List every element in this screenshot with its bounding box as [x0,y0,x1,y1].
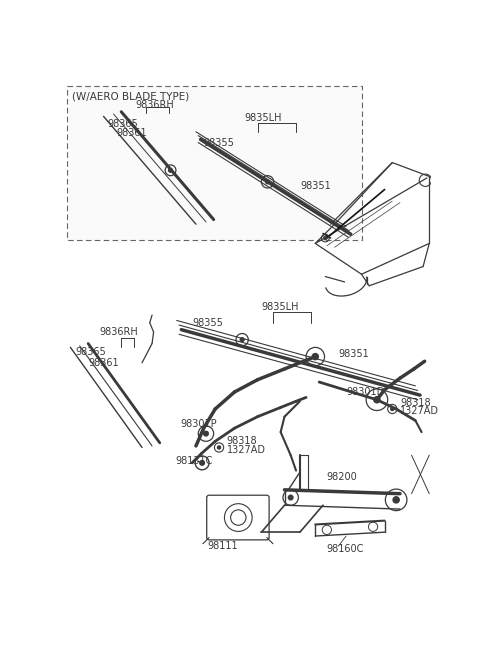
Text: 98355: 98355 [204,138,235,149]
Circle shape [200,461,204,465]
Text: 98301P: 98301P [180,419,217,430]
Text: 98200: 98200 [327,472,358,482]
FancyBboxPatch shape [207,495,269,540]
Text: 98361: 98361 [117,129,147,138]
Bar [67,86,361,239]
Circle shape [240,337,244,341]
Text: 98301D: 98301D [346,387,384,397]
Circle shape [312,354,318,360]
Text: 98318: 98318 [227,436,257,447]
Circle shape [217,446,221,449]
Text: 9835LH: 9835LH [244,113,282,123]
Text: 9835LH: 9835LH [262,302,299,312]
Circle shape [393,496,399,503]
Text: 98111: 98111 [207,541,238,551]
Text: 98131C: 98131C [175,456,213,467]
Text: 98160C: 98160C [327,544,364,554]
Circle shape [168,168,172,172]
Circle shape [374,397,380,403]
Text: 98351: 98351 [300,180,331,191]
Text: 98351: 98351 [338,349,369,358]
Text: 9836RH: 9836RH [135,100,174,110]
Text: 98361: 98361 [88,358,119,368]
Circle shape [204,432,208,436]
Text: 98365: 98365 [75,347,106,357]
Text: 98365: 98365 [108,119,138,129]
Text: (W/AERO BLADE TYPE): (W/AERO BLADE TYPE) [72,92,189,101]
Text: 1327AD: 1327AD [227,445,266,455]
Circle shape [324,236,327,239]
Text: 98355: 98355 [192,318,223,328]
Text: 98318: 98318 [400,398,431,408]
Circle shape [265,180,269,184]
Circle shape [288,495,293,500]
Text: 9836RH: 9836RH [100,327,138,337]
Circle shape [391,408,394,411]
Text: 1327AD: 1327AD [400,406,439,416]
